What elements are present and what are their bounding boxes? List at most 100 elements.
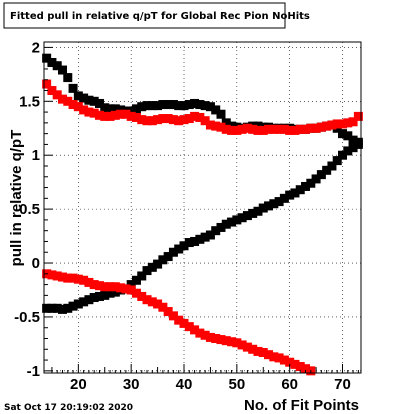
data-point bbox=[73, 299, 83, 309]
data-point bbox=[116, 283, 126, 293]
data-point bbox=[137, 102, 147, 112]
timestamp: Sat Oct 17 20:19:02 2020 bbox=[4, 403, 133, 413]
data-point bbox=[73, 102, 83, 112]
data-point bbox=[174, 244, 184, 254]
data-point bbox=[285, 125, 295, 135]
data-point bbox=[221, 336, 231, 346]
data-point bbox=[79, 297, 89, 307]
data-point bbox=[126, 285, 136, 295]
data-point bbox=[47, 270, 57, 280]
data-point bbox=[348, 135, 358, 145]
data-point bbox=[338, 150, 348, 160]
data-point bbox=[190, 98, 200, 108]
data-point bbox=[142, 266, 152, 276]
data-point bbox=[253, 206, 263, 216]
data-point bbox=[158, 114, 168, 124]
data-point bbox=[338, 129, 348, 139]
x-tick-label: 30 bbox=[123, 376, 140, 393]
data-point bbox=[216, 122, 226, 132]
data-point bbox=[147, 262, 157, 272]
data-point bbox=[137, 291, 147, 301]
x-tick-label: 60 bbox=[281, 376, 298, 393]
data-point bbox=[163, 100, 173, 110]
data-point bbox=[126, 106, 136, 116]
data-point bbox=[105, 104, 115, 114]
data-point bbox=[84, 277, 94, 287]
data-point bbox=[94, 291, 104, 301]
data-point bbox=[163, 114, 173, 124]
data-point bbox=[311, 123, 321, 133]
data-point bbox=[131, 112, 141, 122]
data-point bbox=[52, 61, 62, 71]
data-point bbox=[63, 303, 73, 313]
data-point bbox=[232, 125, 242, 135]
data-point bbox=[153, 115, 163, 125]
data-point bbox=[290, 359, 300, 369]
data-point bbox=[57, 304, 67, 314]
data-point bbox=[153, 259, 163, 269]
data-point bbox=[279, 193, 289, 203]
data-point bbox=[195, 234, 205, 244]
data-point bbox=[89, 96, 99, 106]
data-point bbox=[353, 111, 363, 121]
data-point bbox=[116, 109, 126, 119]
data-point bbox=[306, 123, 316, 133]
data-point bbox=[221, 219, 231, 229]
data-point bbox=[316, 122, 326, 132]
data-point bbox=[221, 118, 231, 128]
data-point bbox=[52, 90, 62, 100]
data-point bbox=[200, 330, 210, 340]
data-point bbox=[227, 337, 237, 347]
data-point bbox=[153, 299, 163, 309]
data-point bbox=[73, 91, 83, 101]
data-point bbox=[338, 119, 348, 129]
title-box: Fitted pull in relative q/pT for Global … bbox=[3, 2, 310, 29]
data-point bbox=[211, 121, 221, 131]
data-point bbox=[253, 125, 263, 135]
x-axis-label: No. of Fit Points bbox=[244, 397, 359, 414]
y-axis-label: pull in relative q/pT bbox=[8, 130, 25, 267]
data-point bbox=[195, 328, 205, 338]
data-point bbox=[184, 238, 194, 248]
data-point bbox=[264, 350, 274, 360]
data-point bbox=[279, 355, 289, 365]
data-point bbox=[131, 104, 141, 114]
data-point bbox=[131, 275, 141, 285]
data-point bbox=[126, 280, 136, 290]
data-point bbox=[211, 226, 221, 236]
data-point bbox=[205, 102, 215, 112]
data-point bbox=[105, 282, 115, 292]
data-point bbox=[68, 83, 78, 93]
data-point bbox=[295, 362, 305, 372]
data-point bbox=[168, 311, 178, 321]
data-point bbox=[168, 100, 178, 110]
data-point bbox=[274, 353, 284, 363]
data-point bbox=[110, 282, 120, 292]
x-tick-label: 40 bbox=[176, 376, 193, 393]
data-point bbox=[301, 124, 311, 134]
data-point bbox=[121, 109, 131, 119]
data-series bbox=[42, 53, 363, 376]
data-point bbox=[63, 273, 73, 283]
data-point bbox=[216, 335, 226, 345]
data-point bbox=[174, 315, 184, 325]
data-point bbox=[110, 287, 120, 297]
data-point bbox=[163, 307, 173, 317]
data-point bbox=[68, 273, 78, 283]
data-point bbox=[343, 118, 353, 128]
data-point bbox=[89, 293, 99, 303]
data-point bbox=[348, 117, 358, 127]
data-point bbox=[211, 333, 221, 343]
plot-frame bbox=[43, 41, 362, 374]
x-tick-label: 70 bbox=[334, 376, 351, 393]
data-point bbox=[195, 100, 205, 110]
y-tick-label: 0 bbox=[32, 255, 40, 272]
data-point bbox=[253, 346, 263, 356]
data-point bbox=[190, 236, 200, 246]
data-point bbox=[242, 342, 252, 352]
data-point bbox=[89, 280, 99, 290]
data-point bbox=[57, 94, 67, 104]
data-point bbox=[174, 116, 184, 126]
data-point bbox=[105, 111, 115, 121]
